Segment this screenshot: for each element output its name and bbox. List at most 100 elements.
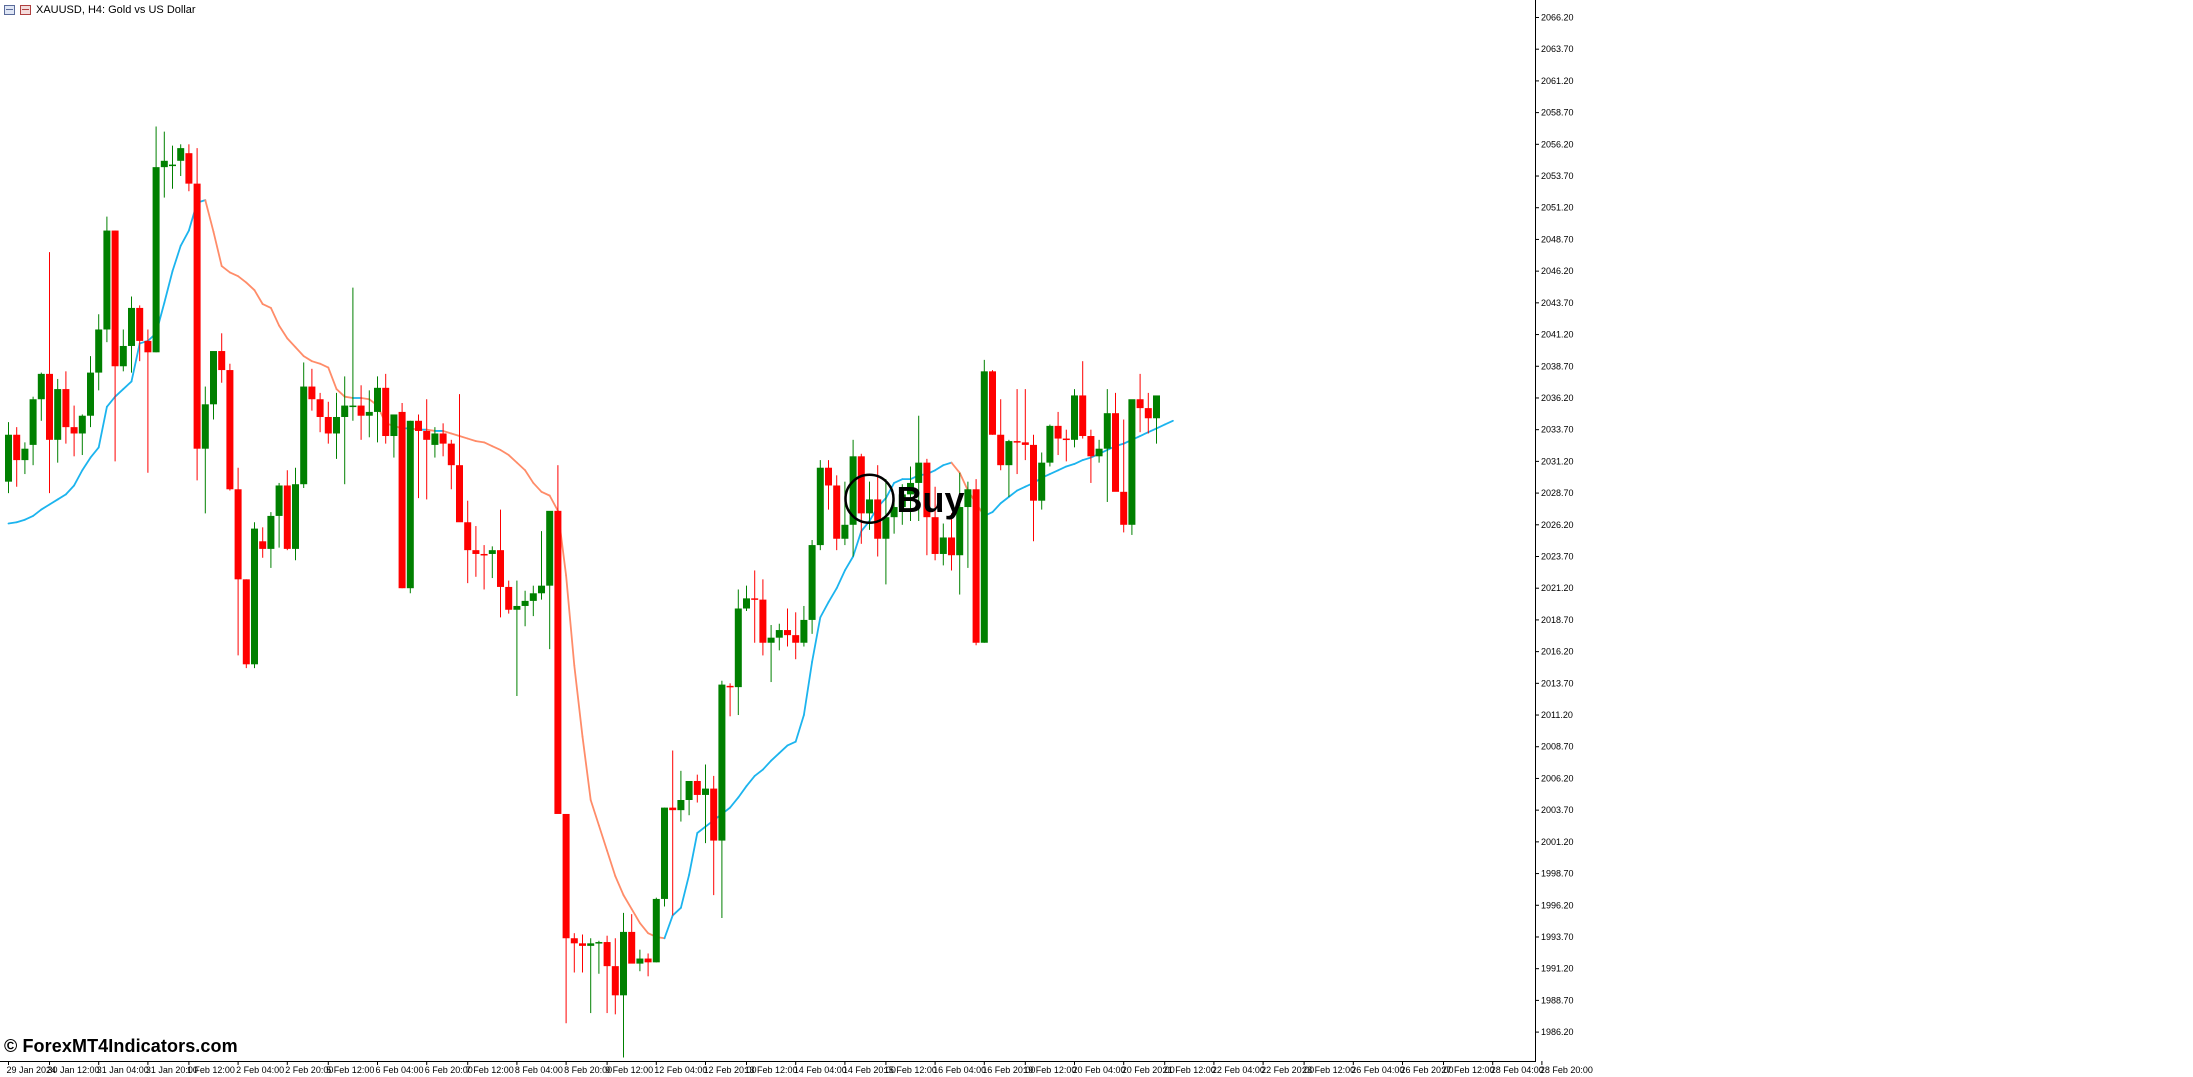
candle-body	[857, 456, 865, 514]
candle-body	[234, 489, 242, 580]
candle-body	[341, 405, 349, 417]
ma-line-segment	[245, 281, 256, 292]
candle	[554, 465, 562, 814]
candle	[1005, 439, 1013, 497]
candle	[87, 356, 94, 428]
candle-body	[611, 966, 619, 996]
candle	[636, 949, 644, 972]
candle-body	[292, 484, 299, 549]
candle-body	[349, 405, 357, 408]
candle-body	[242, 579, 250, 665]
candle	[907, 466, 914, 521]
time-tick-label: 14 Feb 20:00	[843, 1065, 896, 1075]
price-tick-label: 2026.20	[1541, 520, 1574, 530]
candle-body	[980, 371, 988, 643]
candle-body	[177, 148, 185, 161]
candle-body	[1136, 399, 1144, 409]
candle-body	[283, 485, 291, 549]
candle	[103, 216, 111, 343]
time-tick-label: 12 Feb 04:00	[654, 1065, 707, 1075]
candle	[751, 570, 759, 643]
candle-body	[398, 411, 406, 589]
ma-line-segment	[442, 430, 453, 435]
candle-body	[825, 467, 832, 486]
candle	[833, 475, 841, 551]
ma-line-segment	[23, 515, 34, 521]
candle	[570, 933, 578, 973]
price-tick-label: 2001.20	[1541, 837, 1574, 847]
candle	[702, 764, 709, 844]
candle	[808, 540, 816, 634]
ma-line-segment	[835, 569, 846, 590]
ma-line-segment	[942, 461, 953, 467]
candle	[923, 458, 931, 556]
chart-header: XAUUSD, H4: Gold vs US Dollar	[4, 2, 196, 18]
candle-body	[1046, 425, 1054, 463]
time-tick-label: 21 Feb 12:00	[1163, 1065, 1216, 1075]
ma-line-segment	[737, 785, 748, 799]
ma-line-segment	[1057, 465, 1068, 472]
ma-line-segment	[606, 849, 617, 878]
time-tick-label: 19 Feb 12:00	[1023, 1065, 1076, 1075]
chart-window-icon[interactable]	[4, 5, 15, 15]
ma-line-segment	[950, 461, 961, 474]
candle-body	[497, 550, 504, 587]
candle	[898, 484, 906, 525]
candle	[357, 385, 365, 440]
candle	[857, 453, 865, 544]
price-tick-label: 2013.70	[1541, 678, 1574, 688]
candle-body	[103, 230, 111, 330]
price-tick-label: 2063.70	[1541, 44, 1574, 54]
candle	[1038, 452, 1046, 510]
candle-body	[718, 684, 726, 841]
price-tick-label: 2011.20	[1541, 710, 1573, 720]
candle	[1153, 395, 1160, 444]
candle	[136, 305, 144, 362]
candle-body	[226, 370, 234, 490]
candle	[652, 897, 660, 963]
candle-body	[54, 389, 62, 440]
ma-line-segment	[220, 265, 231, 274]
candle-body	[931, 517, 939, 554]
candle-body	[693, 780, 701, 795]
candle	[931, 486, 939, 561]
price-tick-label: 2043.70	[1541, 298, 1574, 308]
price-tick-label: 2066.20	[1541, 12, 1574, 22]
candle-body	[833, 485, 841, 539]
candle	[1062, 429, 1070, 462]
candle-body	[800, 619, 808, 643]
ma-line-segment	[73, 469, 84, 487]
candle-body	[948, 537, 955, 556]
candle-body	[308, 386, 316, 400]
time-tick-label: 8 Feb 20:00	[564, 1065, 612, 1075]
price-tick-label: 1998.70	[1541, 869, 1574, 879]
candle	[349, 287, 357, 421]
candle-body	[480, 553, 488, 556]
candle-body	[513, 605, 521, 610]
ma-line-segment	[114, 388, 125, 398]
chart-settings-icon[interactable]	[20, 5, 31, 15]
ma-line-segment	[425, 428, 436, 432]
time-tick-label: 31 Jan 20:00	[146, 1065, 198, 1075]
candle-body	[431, 433, 439, 445]
candle	[939, 523, 947, 566]
candle	[726, 683, 734, 717]
price-axis: 2066.20 2063.70 2061.20 2058.70 2056.20 2053.…	[1535, 0, 1574, 1061]
ma-line-segment	[598, 824, 608, 852]
candle	[800, 605, 808, 647]
candle	[447, 439, 455, 490]
ma-line-segment	[163, 270, 174, 304]
time-tick-label: 16 Feb 20:00	[982, 1065, 1035, 1075]
candle	[1136, 373, 1144, 433]
time-tick-label: 9 Feb 12:00	[605, 1065, 653, 1075]
time-tick-label: 22 Feb 20:00	[1261, 1065, 1314, 1075]
candle	[1054, 411, 1062, 456]
ma-line-segment	[827, 587, 838, 604]
ma-line-segment	[844, 555, 854, 572]
candle	[497, 509, 504, 618]
candle-body	[1062, 438, 1070, 441]
price-tick-label: 1996.20	[1541, 900, 1574, 910]
ma-line-segment	[204, 199, 215, 233]
candle-body	[972, 489, 980, 643]
